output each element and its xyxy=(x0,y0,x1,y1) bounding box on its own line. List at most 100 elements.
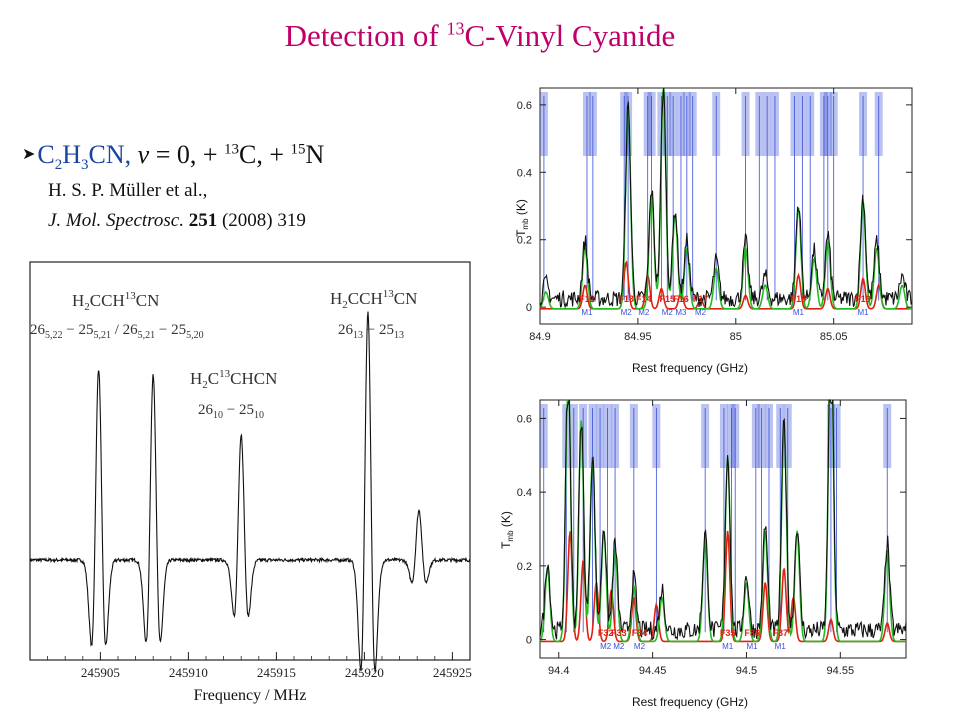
astro1-feature-label: F12 xyxy=(579,294,595,304)
astro2-species-label-mark xyxy=(883,404,892,468)
astro1-y-tick-label: 0.2 xyxy=(517,235,532,247)
astro2-feature-label: F32 xyxy=(598,628,614,638)
astro1-species-label-mark xyxy=(588,92,597,156)
astro1-frame xyxy=(539,87,913,325)
astro2-species-label-mark xyxy=(832,404,841,468)
astro2-model-label: M2 xyxy=(613,642,625,651)
svg-text:H2CCH13CN: H2CCH13CN xyxy=(72,290,159,313)
astro2-species-label-mark xyxy=(652,404,661,468)
astro2-feature-label: F34 xyxy=(632,628,648,638)
astro2-x-tick-label: 94.5 xyxy=(736,665,757,677)
svg-text:265,22 − 255,21 / 265,21 − 255: 265,22 − 255,21 / 265,21 − 255,20 xyxy=(30,322,204,341)
astro2-model-label: M2 xyxy=(600,642,612,651)
astro1-y-tick-label: 0.4 xyxy=(517,167,532,179)
annotation-3: H2CCH13CN 2613 − 2513 xyxy=(330,288,417,341)
astro1-species-label-mark xyxy=(712,92,721,156)
annotation-1: H2CCH13CN 265,22 − 255,21 / 265,21 − 255… xyxy=(30,290,204,341)
astro-spectrum-panel-2: 0 0.2 0.4 0.6 94.4 94.45 94.5 94.55 F32 M2 F33 M2 F… xyxy=(499,399,907,709)
astro1-species-label-mark xyxy=(663,92,672,156)
svg-text:2610 − 2510: 2610 − 2510 xyxy=(198,402,264,421)
astro2-feature-label: F36 xyxy=(744,628,760,638)
astro1-species-label-mark xyxy=(819,92,828,156)
astro-spectrum-panel-1: 00.20.40.684.9 84.95 85 85.05 F12M1F13M2F14… xyxy=(514,87,913,375)
astro1-species-label-mark xyxy=(741,92,750,156)
astro1-feature-label: F17 xyxy=(693,294,709,304)
astro1-species-label-mark xyxy=(829,92,838,156)
astro2-species-label-mark xyxy=(751,404,760,468)
astro2-y-tick-label: 0 xyxy=(526,635,532,647)
astro1-feature-label: F16 xyxy=(673,294,689,304)
astro1-species-label-mark xyxy=(643,92,652,156)
lab-x-tick-label: 245925 xyxy=(433,665,472,680)
astro2-species-label-mark xyxy=(596,404,605,468)
astro1-species-label-mark xyxy=(647,92,656,156)
astro2-y-axis-label: Tmb (K) xyxy=(499,511,515,549)
astro1-species-label-mark xyxy=(859,92,868,156)
astro1-species-label-mark xyxy=(874,92,883,156)
lab-x-axis-label: Frequency / MHz xyxy=(194,687,307,704)
astro2-species-label-mark xyxy=(757,404,766,468)
astro1-model-green xyxy=(539,88,912,310)
astro2-species-label-mark xyxy=(579,404,588,468)
astro1-observed xyxy=(539,87,913,310)
astro2-observed xyxy=(539,399,907,641)
astro1-model-label: M2 xyxy=(621,308,633,317)
astro1-model-label: M1 xyxy=(857,308,869,317)
astro1-x-tick-label: 84.9 xyxy=(529,331,550,343)
astro1-species-label-mark xyxy=(688,92,697,156)
astro2-feature-label: F35 xyxy=(720,628,736,638)
astro2-species-label-mark xyxy=(727,404,736,468)
annotation-2: H2C13CHCN 2610 − 2510 xyxy=(190,368,277,421)
slide-title: Detection of 13C-Vinyl Cyanide xyxy=(284,18,676,53)
astro2-y-tick-label: 0.6 xyxy=(517,413,532,425)
astro2-model-label: M2 xyxy=(634,642,646,651)
lab-x-tick-label: 245905 xyxy=(81,665,120,680)
astro1-species-label-mark xyxy=(755,92,764,156)
astro2-species-label-mark xyxy=(719,404,728,468)
astro1-species-label-mark xyxy=(790,92,799,156)
astro1-species-label-mark xyxy=(806,92,815,156)
arrow-bullet-icon: ➤ xyxy=(22,146,36,163)
astro2-x-tick-label: 94.45 xyxy=(639,665,667,677)
astro1-species-label-mark xyxy=(770,92,779,156)
astro2-species-label-mark xyxy=(783,404,792,468)
astro1-species-label-mark xyxy=(763,92,772,156)
astro1-species-label-mark xyxy=(669,92,678,156)
astro1-model-label: M3 xyxy=(675,308,687,317)
svg-text:H2CCH13CN: H2CCH13CN xyxy=(330,288,417,311)
astro2-species-label-mark xyxy=(569,404,578,468)
astro2-feature-label: F37 xyxy=(772,628,788,638)
astro2-model-label: M1 xyxy=(722,642,734,651)
astro1-model-label: M1 xyxy=(793,308,805,317)
astro1-species-label-mark xyxy=(620,92,629,156)
astro1-y-tick-label: 0 xyxy=(526,302,532,314)
astro1-x-tick-label: 85 xyxy=(730,331,742,343)
astro1-feature-label: F19 xyxy=(855,294,871,304)
astro2-x-tick-label: 94.4 xyxy=(548,665,569,677)
astro2-y-tick-label: 0.2 xyxy=(517,561,532,573)
astro2-species-label-mark xyxy=(603,404,612,468)
svg-text:2613 − 2513: 2613 − 2513 xyxy=(338,322,404,341)
astro1-species-label-mark xyxy=(676,92,685,156)
astro1-feature-label: F15 xyxy=(660,294,676,304)
astro2-species-label-mark xyxy=(629,404,638,468)
astro1-feature-label: F13 xyxy=(618,294,634,304)
astro2-species-label-mark xyxy=(776,404,785,468)
astro1-model-label: M2 xyxy=(695,308,707,317)
astro1-species-label-mark xyxy=(798,92,807,156)
astro2-y-tick-label: 0.4 xyxy=(517,487,532,499)
astro2-model-label: M1 xyxy=(775,642,787,651)
astro1-model-label: M1 xyxy=(581,308,593,317)
astro2-feature-label: F33 xyxy=(611,628,627,638)
astro2-species-label-mark xyxy=(588,404,597,468)
astro1-y-tick-label: 0.6 xyxy=(517,100,532,112)
astro2-species-label-mark xyxy=(539,404,548,468)
astro1-species-label-mark xyxy=(682,92,691,156)
astro1-feature-label: F14 xyxy=(636,294,652,304)
lab-spectrum-frame xyxy=(29,261,471,661)
lab-x-tick-label: 245920 xyxy=(345,665,384,680)
lab-x-tick-label: 245915 xyxy=(257,665,296,680)
astro1-model-label: M2 xyxy=(638,308,650,317)
astro1-x-tick-label: 84.95 xyxy=(624,331,652,343)
